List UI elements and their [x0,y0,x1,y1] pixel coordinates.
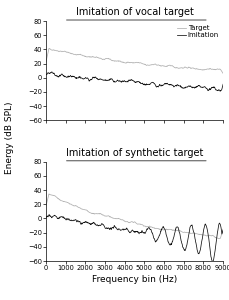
X-axis label: Frequency bin (Hz): Frequency bin (Hz) [92,275,176,284]
Imitation [50,70,53,74]
Target [47,192,50,196]
Target [162,64,165,68]
Text: Imitation of vocal target: Imitation of vocal target [75,7,193,17]
Target [177,229,180,232]
Imitation [48,213,50,216]
Imitation [90,222,93,226]
Text: Energy (dB SPL): Energy (dB SPL) [5,102,14,174]
Target [221,227,224,231]
Target [149,225,151,229]
Line: Imitation: Imitation [46,214,222,262]
Target [76,53,79,56]
Imitation [221,82,224,86]
Text: Imitation of synthetic target: Imitation of synthetic target [65,148,202,158]
Imitation [44,73,47,76]
Target [48,46,50,50]
Imitation [125,226,127,230]
Line: Imitation: Imitation [46,72,222,91]
Imitation [177,231,180,235]
Imitation [162,227,165,231]
Target [221,72,224,75]
Imitation [218,89,221,93]
Imitation [177,84,180,88]
Target [149,63,151,67]
Target [90,55,93,59]
Line: Target: Target [46,48,222,74]
Imitation [90,78,93,81]
Line: Target: Target [46,194,222,238]
Imitation [149,82,151,85]
Imitation [210,260,213,264]
Imitation [76,76,79,80]
Imitation [44,215,47,219]
Target [90,212,93,215]
Target [44,204,47,208]
Imitation [221,228,224,232]
Imitation [125,80,127,83]
Target [125,220,127,224]
Target [162,228,165,232]
Imitation [76,219,79,222]
Imitation [162,82,165,85]
Target [44,60,47,64]
Target [76,205,79,209]
Target [216,237,218,240]
Target [125,61,127,65]
Target [177,66,180,70]
Imitation [149,228,151,231]
Legend: Target, Imitation: Target, Imitation [176,25,219,39]
